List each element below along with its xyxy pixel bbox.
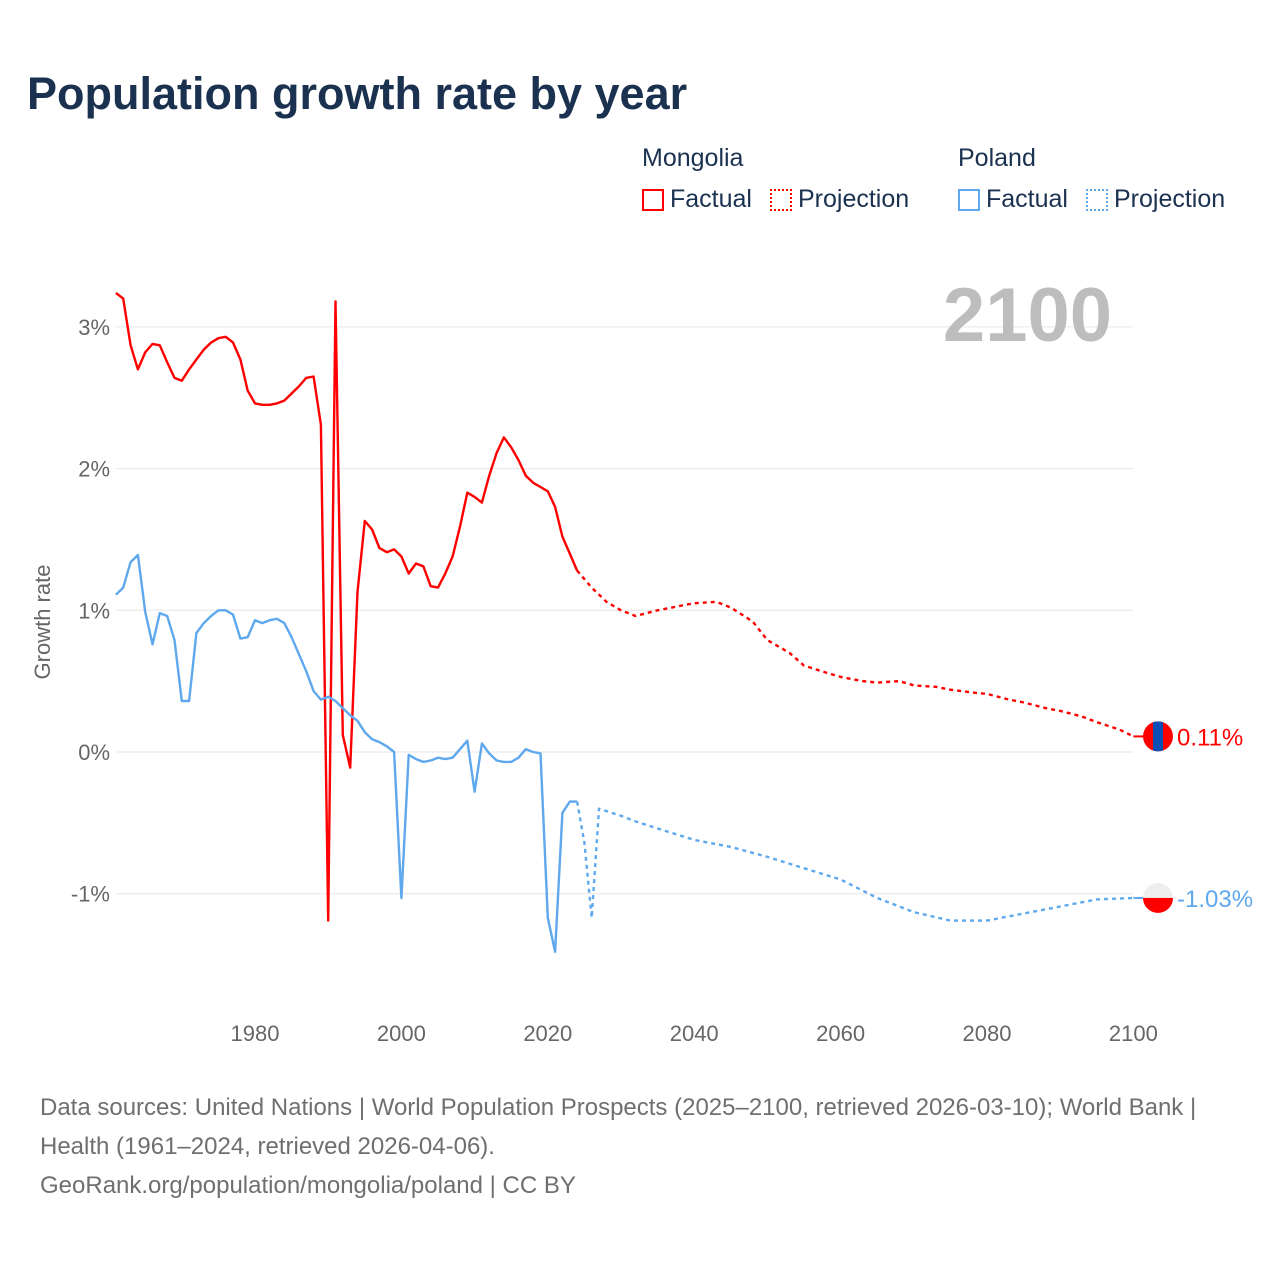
- legend-group-name: Mongolia: [642, 144, 744, 172]
- dotted-swatch-icon: [1085, 188, 1108, 211]
- credit-link[interactable]: GeoRank.org/population/mongolia/poland |…: [40, 1172, 576, 1199]
- end-value-label: 0.11%: [1177, 724, 1243, 751]
- x-tick-label: 2000: [377, 1021, 426, 1046]
- chart-title: Population growth rate by year: [27, 68, 688, 119]
- solid-swatch-icon: [642, 188, 664, 211]
- end-value-label: -1.03%: [1177, 886, 1253, 913]
- legend-poland: Poland Factual Projection: [958, 144, 1225, 214]
- footer: Data sources: United Nations | World Pop…: [40, 1088, 1240, 1205]
- x-tick-label: 2040: [670, 1021, 719, 1046]
- current-year-label: 2100: [942, 273, 1112, 358]
- legend-mongolia: Mongolia Factual Projection: [642, 144, 909, 214]
- legend-label: Projection: [797, 185, 910, 213]
- y-tick-label: 3%: [78, 315, 110, 340]
- legend-mongolia-factual[interactable]: Factual: [642, 185, 752, 214]
- x-tick-label: 2080: [963, 1021, 1012, 1046]
- flag-blue: [1153, 721, 1163, 752]
- legend-label: Projection: [1113, 185, 1226, 213]
- x-tick-label: 2100: [1109, 1021, 1158, 1046]
- dotted-swatch-icon: [769, 188, 792, 211]
- y-tick-label: -1%: [71, 882, 110, 907]
- x-tick-label: 1980: [231, 1021, 280, 1046]
- legend-label: Factual: [670, 185, 752, 213]
- mongolia-projection-line: [576, 569, 1134, 738]
- y-tick-label: 1%: [78, 598, 110, 623]
- legend-group-name: Poland: [958, 144, 1036, 172]
- y-tick-label: 0%: [78, 740, 110, 765]
- data-sources: Data sources: United Nations | World Pop…: [40, 1094, 1197, 1160]
- y-axis-label: Growth rate: [30, 565, 55, 680]
- mongolia-factual-line: [115, 291, 579, 922]
- solid-swatch-icon: [958, 188, 980, 211]
- y-tick-label: 2%: [78, 457, 110, 482]
- x-tick-label: 2020: [523, 1021, 572, 1046]
- legend-poland-factual[interactable]: Factual: [958, 185, 1068, 214]
- flag-white: [1143, 882, 1173, 898]
- legend-label: Factual: [986, 185, 1068, 213]
- legend-poland-projection[interactable]: Projection: [1085, 185, 1226, 214]
- legend-mongolia-projection[interactable]: Projection: [769, 185, 910, 214]
- mongolia-flag-icon: [1143, 721, 1173, 752]
- poland-flag-icon: [1143, 882, 1173, 913]
- poland-projection-line: [575, 801, 1134, 922]
- x-tick-label: 2060: [816, 1021, 865, 1046]
- flag-red: [1143, 897, 1173, 913]
- poland-factual-line: [115, 553, 578, 953]
